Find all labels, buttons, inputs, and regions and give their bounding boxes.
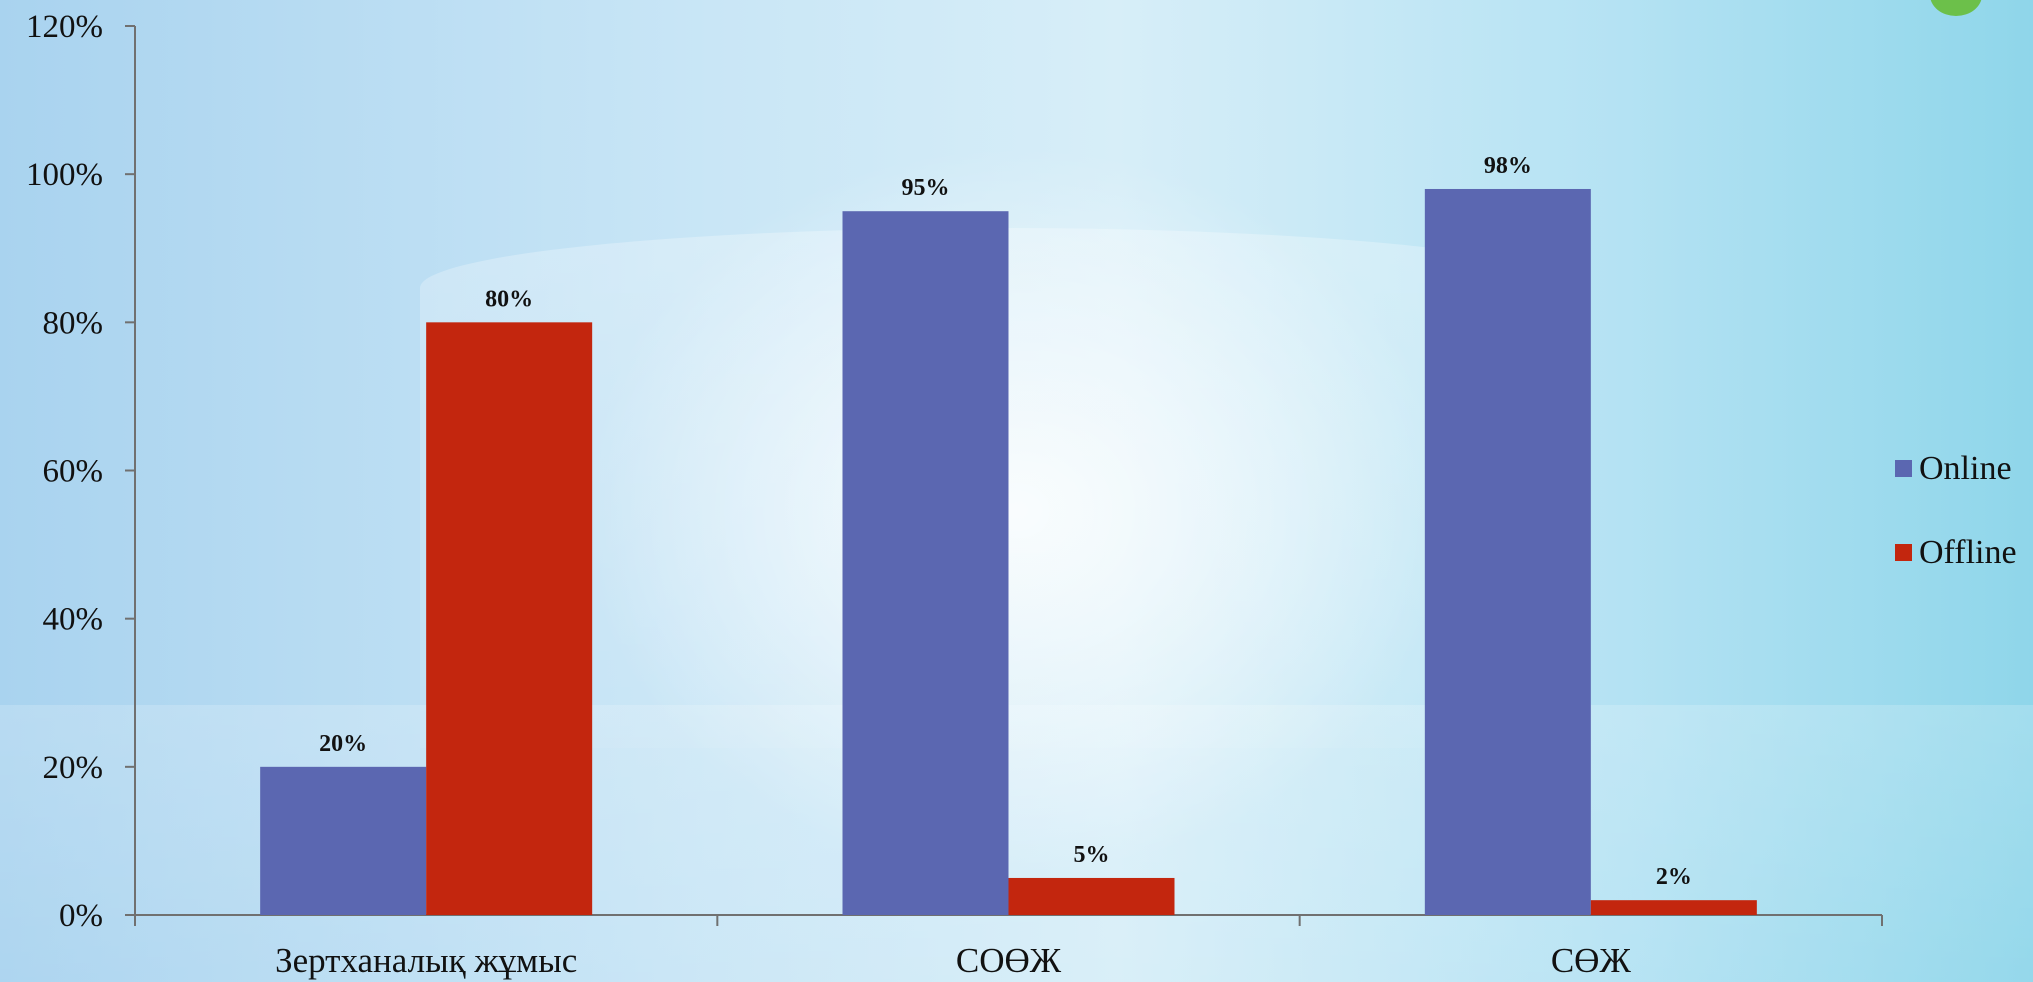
category-label: СОӨЖ (956, 941, 1062, 980)
legend-label-online: Online (1919, 450, 2012, 487)
y-tick-label: 20% (43, 750, 104, 786)
bar-online-2 (1424, 188, 1591, 915)
data-label-online: 20% (319, 731, 367, 757)
legend-swatch-offline (1895, 544, 1912, 561)
y-tick-label: 40% (43, 602, 104, 638)
y-tick-label: 60% (43, 454, 104, 490)
y-tick-label: 0% (59, 898, 103, 934)
category-label: Зертханалық жұмыс (275, 941, 577, 980)
y-tick-label: 120% (26, 9, 103, 45)
data-label-online: 98% (1484, 153, 1532, 179)
corner-decoration (1930, 0, 1982, 16)
bar-offline-2 (1590, 900, 1757, 915)
y-tick-label: 80% (43, 305, 104, 341)
data-label-offline: 5% (1074, 842, 1110, 868)
bar-offline-1 (1008, 877, 1175, 915)
bar-online-1 (842, 211, 1009, 916)
bar-offline-0 (426, 322, 593, 915)
data-label-offline: 80% (485, 286, 533, 312)
y-tick-label: 100% (26, 157, 103, 193)
bar-online-0 (260, 766, 427, 915)
category-label: СӨЖ (1551, 941, 1632, 980)
legend-label-offline: Offline (1919, 534, 2017, 571)
data-label-offline: 2% (1656, 864, 1692, 890)
legend-swatch-online (1895, 460, 1912, 477)
data-label-online: 95% (902, 175, 950, 201)
